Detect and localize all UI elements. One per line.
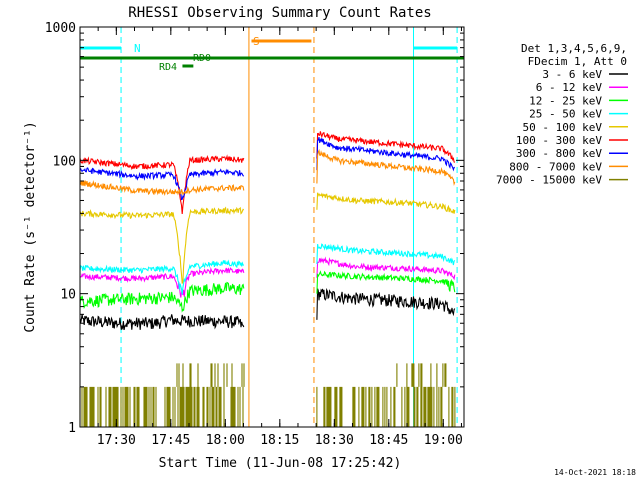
status-bars <box>80 39 464 68</box>
annotation-night: N <box>134 42 141 55</box>
count-rate-series <box>79 131 456 427</box>
x-tick-label: 18:30 <box>315 433 354 448</box>
legend-entry-label: 3 - 6 keV <box>542 68 602 81</box>
series-line-segment <box>316 148 456 186</box>
series-line-segment <box>316 243 456 266</box>
x-tick-label: 18:45 <box>369 433 408 448</box>
chart-title: RHESSI Observing Summary Count Rates <box>128 5 431 21</box>
series-line-segment <box>316 192 456 214</box>
y-axis-label: Count Rate (s⁻¹ detector⁻¹) <box>23 121 38 332</box>
x-tick-label: 19:00 <box>424 433 463 448</box>
series-line-segment <box>79 179 245 197</box>
x-axis-label: Start Time (11-Jun-08 17:25:42) <box>159 456 402 471</box>
series-50-100-kev <box>79 192 456 284</box>
x-tick-label: 18:15 <box>260 433 299 448</box>
series-line-segment <box>316 131 456 163</box>
legend-header-line-1: Det 1,3,4,5,6,9, <box>521 42 627 55</box>
legend-entry-label: 50 - 100 keV <box>523 121 603 134</box>
series-300-800-kev <box>79 136 456 201</box>
series-6-12-kev <box>79 256 456 298</box>
legend-entry-label: 25 - 50 keV <box>529 108 602 121</box>
y-tick-label: 1 <box>68 421 76 436</box>
annotation-saa: S <box>253 35 260 48</box>
y-tick-label: 100 <box>53 154 76 169</box>
series-3-6-kev <box>79 287 456 331</box>
legend-entry-label: 7000 - 15000 keV <box>496 174 602 187</box>
timestamp: 14-Oct-2021 18:18 <box>554 468 636 477</box>
legend-entry-label: 6 - 12 keV <box>536 81 603 94</box>
legend-entry-label: 300 - 800 keV <box>516 147 602 160</box>
series-line-segment <box>79 314 245 331</box>
series-12-25-kev <box>79 270 456 313</box>
series-line-segment <box>316 363 456 427</box>
series-800-7000-kev <box>79 148 456 197</box>
series-line-segment <box>79 167 245 201</box>
series-100-300-kev <box>79 131 456 215</box>
legend: Det 1,3,4,5,6,9, FDecim 1, Att 0 3 - 6 k… <box>496 42 628 187</box>
series-line-segment <box>79 266 245 298</box>
series-line-segment <box>79 154 245 215</box>
legend-entry-label: 800 - 7000 keV <box>509 160 602 173</box>
series-line-segment <box>79 259 245 295</box>
axis-ticks: 17:30 17:45 18:00 18:15 18:30 18:45 19:00 1 10 10… <box>45 21 464 448</box>
x-tick-label: 17:45 <box>151 433 190 448</box>
annotation-rd0: RD0 <box>193 53 211 64</box>
x-tick-label: 18:00 <box>206 433 245 448</box>
legend-entry-label: 100 - 300 keV <box>516 134 602 147</box>
series-line-segment <box>316 287 456 320</box>
x-tick-label: 17:30 <box>97 433 136 448</box>
y-tick-label: 1000 <box>45 21 76 36</box>
plot-frame <box>79 26 465 428</box>
legend-header-line-2: FDecim 1, Att 0 <box>528 55 627 68</box>
y-tick-label: 10 <box>60 288 76 303</box>
legend-entry-label: 12 - 25 keV <box>529 94 602 107</box>
series-line-segment <box>316 136 456 172</box>
series-line-segment <box>316 256 456 281</box>
series-line-segment <box>79 206 245 284</box>
series-line-segment <box>79 281 245 313</box>
series-25-50-kev <box>79 243 456 295</box>
series-line-segment <box>316 270 456 294</box>
annotation-rd4: RD4 <box>159 62 177 73</box>
